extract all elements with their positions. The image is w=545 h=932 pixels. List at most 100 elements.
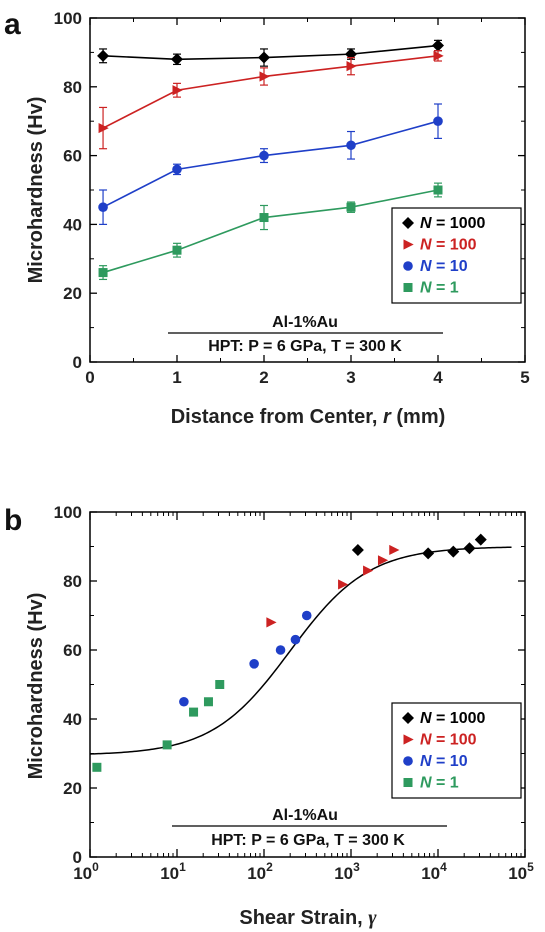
- b-data-point: [249, 659, 259, 669]
- b-y-tick-label: 80: [63, 572, 82, 591]
- a-data-point: [433, 50, 444, 61]
- panel-a-y-axis-label: Microhardness (Hv): [25, 97, 47, 284]
- a-data-point: [346, 140, 356, 151]
- b-data-point: [363, 565, 374, 576]
- a-legend-label-1: N = 100: [420, 237, 477, 254]
- b-x-tick-label: 105: [508, 860, 534, 883]
- a-legend-marker-2: [403, 261, 413, 271]
- b-y-tick-label: 20: [63, 779, 82, 798]
- a-data-point: [98, 268, 108, 278]
- panel-b-plot-frame: [89, 511, 526, 858]
- panel-a-annotation: Al-1%Au HPT: P = 6 GPa, T = 300 K: [168, 314, 443, 355]
- b-data-point: [389, 544, 400, 556]
- a-data-point: [172, 245, 182, 255]
- a-data-point: [433, 185, 443, 195]
- a-series-n-10: [98, 103, 443, 225]
- b-data-point: [203, 697, 213, 707]
- a-series-line: [102, 120, 439, 208]
- a-data-point: [346, 202, 356, 212]
- b-data-point: [189, 707, 199, 717]
- b-legend-marker-2: [403, 756, 413, 766]
- a-data-point: [433, 116, 443, 126]
- a-data-point: [432, 39, 444, 52]
- panel-b-legend-box: [391, 702, 522, 799]
- a-data-point: [98, 202, 108, 212]
- a-data-point: [97, 49, 110, 62]
- panel-a-plot-frame: [89, 17, 526, 363]
- a-series-line: [103, 44, 439, 61]
- panel-b-legend-items: N = 1000 N = 100 N = 10 N = 1: [402, 710, 485, 792]
- b-legend-label-1: N = 100: [420, 732, 477, 749]
- b-data-point: [179, 696, 189, 707]
- a-y-tick-label: 20: [63, 284, 82, 303]
- a-data-point: [259, 213, 269, 223]
- a-data-point: [172, 164, 182, 175]
- a-legend-marker-0: [402, 217, 414, 229]
- b-y-tick-label: 40: [63, 710, 82, 729]
- b-legend-marker-0: [402, 712, 414, 724]
- b-data-point: [447, 545, 460, 558]
- a-x-tick-label: 3: [346, 368, 355, 387]
- a-series-n-1: [98, 182, 443, 281]
- b-data-point: [92, 762, 102, 772]
- b-legend-label-3: N = 1: [420, 775, 459, 792]
- panel-a-x-axis-label: Distance from Center, r (mm): [171, 406, 446, 428]
- panel-b-ticks: 100 101 102 103 104 105 0 20 40 60 80 100: [54, 503, 534, 883]
- b-data-point: [463, 542, 476, 555]
- panel-a: a Microhardness (Hv) Distance from Cente…: [4, 8, 530, 428]
- a-series-line: [102, 55, 439, 129]
- b-y-tick-label: 60: [63, 641, 82, 660]
- b-data-point: [338, 579, 349, 590]
- b-x-tick-label: 104: [421, 860, 447, 883]
- b-series-n-100: [266, 544, 400, 628]
- b-x-tick-label: 101: [160, 860, 186, 883]
- b-y-tick-label: 0: [73, 848, 82, 867]
- a-y-tick-label: 80: [63, 78, 82, 97]
- a-series-line: [102, 189, 439, 274]
- a-x-tick-label: 2: [259, 368, 268, 387]
- panel-a-legend: N = 1000 N = 100 N = 10 N = 1: [391, 207, 522, 304]
- a-y-tick-label: 100: [54, 9, 82, 28]
- b-data-point: [290, 634, 301, 645]
- a-data-point: [258, 51, 270, 64]
- b-series-n-10: [179, 610, 312, 707]
- a-y-tick-label: 0: [73, 353, 82, 372]
- b-series-n-1: [92, 680, 225, 772]
- panel-a-label: a: [4, 8, 21, 41]
- a-legend-marker-3: [403, 283, 413, 292]
- panel-a-process-label: HPT: P = 6 GPa, T = 300 K: [208, 338, 402, 355]
- panel-b-x-axis-label: Shear Strain, γ: [239, 907, 377, 929]
- panel-a-legend-box: [391, 207, 522, 304]
- a-x-tick-label: 5: [520, 368, 529, 387]
- panel-a-series: [97, 39, 444, 281]
- panel-a-ticks: 0 1 2 3 4 5 0 20 40 60 80 100: [54, 9, 530, 387]
- b-data-point: [301, 610, 312, 621]
- a-x-tick-label: 1: [172, 368, 181, 387]
- b-x-tick-label: 100: [73, 860, 99, 883]
- b-data-point: [474, 533, 487, 546]
- b-data-point: [351, 543, 364, 556]
- a-data-point: [259, 71, 270, 82]
- b-data-point: [266, 617, 277, 628]
- a-data-point: [259, 150, 269, 161]
- panel-b-annotation: Al-1%Au HPT: P = 6 GPa, T = 300 K: [172, 807, 447, 849]
- a-y-tick-label: 40: [63, 215, 82, 234]
- a-legend-label-2: N = 10: [420, 258, 468, 275]
- b-x-tick-label: 102: [247, 860, 273, 883]
- a-legend-label-3: N = 1: [420, 280, 459, 297]
- a-series-n-100: [98, 50, 444, 150]
- a-legend-label-0: N = 1000: [420, 215, 485, 232]
- a-legend-marker-1: [403, 239, 414, 250]
- b-y-tick-label: 100: [54, 503, 82, 522]
- panel-b-process-label: HPT: P = 6 GPa, T = 300 K: [211, 832, 405, 849]
- panel-b-legend: N = 1000 N = 100 N = 10 N = 1: [391, 702, 522, 799]
- panel-b-y-axis-label: Microhardness (Hv): [25, 593, 47, 780]
- b-legend-label-2: N = 10: [420, 753, 468, 770]
- a-data-point: [346, 61, 357, 72]
- panel-b-material-label: Al-1%Au: [272, 807, 338, 824]
- panel-b-label: b: [4, 504, 22, 537]
- b-data-point: [275, 645, 286, 655]
- panel-b-fit-curve: [89, 546, 512, 755]
- a-y-tick-label: 60: [63, 147, 82, 166]
